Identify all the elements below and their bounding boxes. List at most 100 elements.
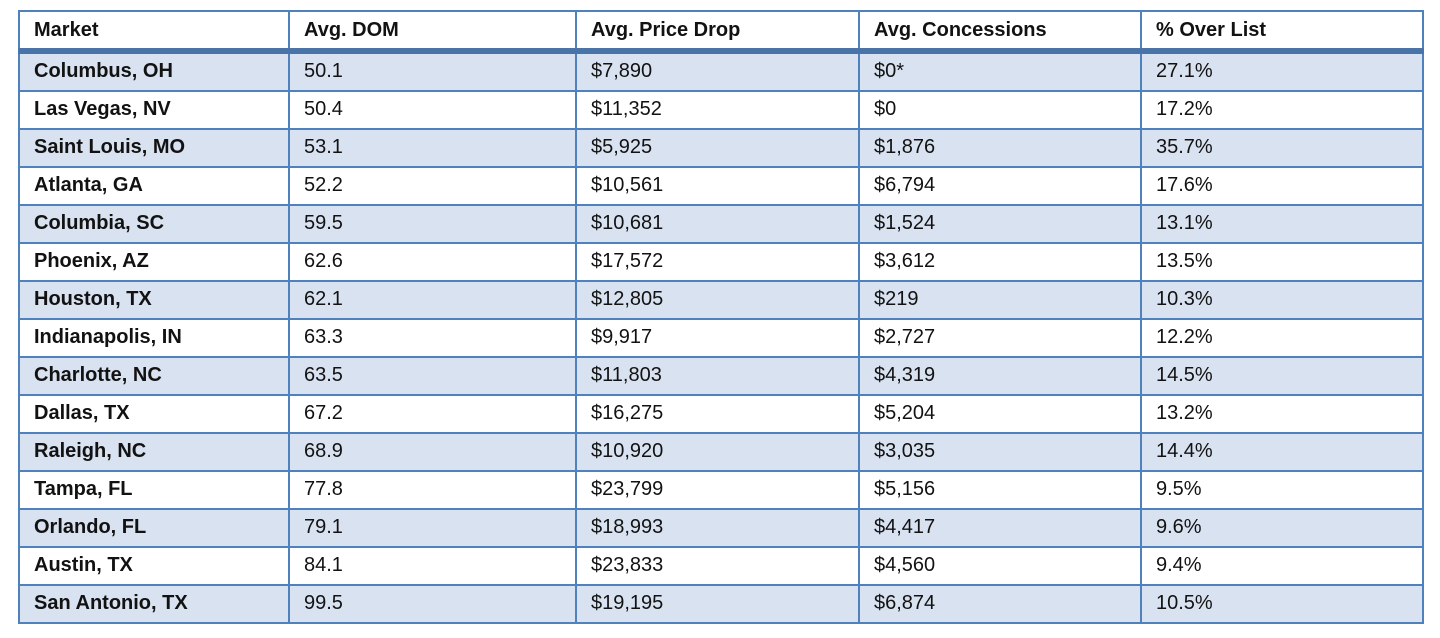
table-row: Phoenix, AZ 62.6 $17,572 $3,612 13.5%: [18, 242, 1424, 282]
cell-avg-price-drop: $19,195: [575, 584, 860, 624]
column-header-market: Market: [18, 10, 290, 54]
cell-pct-over-list: 10.3%: [1140, 280, 1424, 320]
cell-avg-dom: 62.1: [288, 280, 577, 320]
cell-pct-over-list: 27.1%: [1140, 50, 1424, 92]
cell-market-name: Houston, TX: [18, 280, 290, 320]
cell-pct-over-list: 14.5%: [1140, 356, 1424, 396]
column-header-pct-over-list: % Over List: [1140, 10, 1424, 54]
cell-avg-price-drop: $11,352: [575, 90, 860, 130]
cell-avg-dom: 67.2: [288, 394, 577, 434]
cell-market-name: Columbia, SC: [18, 204, 290, 244]
cell-avg-price-drop: $16,275: [575, 394, 860, 434]
cell-avg-concessions: $3,612: [858, 242, 1142, 282]
cell-avg-dom: 50.4: [288, 90, 577, 130]
table-row: Tampa, FL 77.8 $23,799 $5,156 9.5%: [18, 470, 1424, 510]
cell-avg-concessions: $4,417: [858, 508, 1142, 548]
cell-avg-concessions: $1,876: [858, 128, 1142, 168]
table-row: Austin, TX 84.1 $23,833 $4,560 9.4%: [18, 546, 1424, 586]
cell-market-name: Austin, TX: [18, 546, 290, 586]
cell-pct-over-list: 9.6%: [1140, 508, 1424, 548]
table-row: Las Vegas, NV 50.4 $11,352 $0 17.2%: [18, 90, 1424, 130]
cell-avg-price-drop: $10,920: [575, 432, 860, 472]
cell-avg-dom: 53.1: [288, 128, 577, 168]
market-stats-table: Market Avg. DOM Avg. Price Drop Avg. Conces…: [18, 10, 1424, 624]
cell-avg-concessions: $3,035: [858, 432, 1142, 472]
cell-market-name: Columbus, OH: [18, 50, 290, 92]
header-row: Market Avg. DOM Avg. Price Drop Avg. Conces…: [18, 10, 1424, 54]
cell-market-name: Atlanta, GA: [18, 166, 290, 206]
cell-market-name: Saint Louis, MO: [18, 128, 290, 168]
table-row: Saint Louis, MO 53.1 $5,925 $1,876 35.7%: [18, 128, 1424, 168]
cell-avg-dom: 79.1: [288, 508, 577, 548]
table-row: Charlotte, NC 63.5 $11,803 $4,319 14.5%: [18, 356, 1424, 396]
table-row: Orlando, FL 79.1 $18,993 $4,417 9.6%: [18, 508, 1424, 548]
cell-avg-concessions: $4,560: [858, 546, 1142, 586]
cell-avg-price-drop: $17,572: [575, 242, 860, 282]
cell-avg-concessions: $2,727: [858, 318, 1142, 358]
cell-pct-over-list: 14.4%: [1140, 432, 1424, 472]
cell-avg-price-drop: $5,925: [575, 128, 860, 168]
cell-avg-dom: 62.6: [288, 242, 577, 282]
column-header-avg-concessions: Avg. Concessions: [858, 10, 1142, 54]
cell-market-name: Orlando, FL: [18, 508, 290, 548]
cell-pct-over-list: 13.1%: [1140, 204, 1424, 244]
cell-avg-dom: 68.9: [288, 432, 577, 472]
cell-avg-price-drop: $23,799: [575, 470, 860, 510]
table-header: Market Avg. DOM Avg. Price Drop Avg. Conces…: [18, 10, 1424, 54]
cell-pct-over-list: 12.2%: [1140, 318, 1424, 358]
cell-avg-concessions: $6,874: [858, 584, 1142, 624]
cell-avg-concessions: $1,524: [858, 204, 1142, 244]
cell-avg-concessions: $219: [858, 280, 1142, 320]
table-body: Columbus, OH 50.1 $7,890 $0* 27.1% Las Vegas,…: [18, 50, 1424, 624]
cell-avg-concessions: $0: [858, 90, 1142, 130]
column-header-avg-price-drop: Avg. Price Drop: [575, 10, 860, 54]
cell-avg-concessions: $6,794: [858, 166, 1142, 206]
cell-avg-dom: 99.5: [288, 584, 577, 624]
cell-market-name: Dallas, TX: [18, 394, 290, 434]
cell-avg-price-drop: $11,803: [575, 356, 860, 396]
cell-market-name: Indianapolis, IN: [18, 318, 290, 358]
cell-market-name: San Antonio, TX: [18, 584, 290, 624]
cell-pct-over-list: 9.4%: [1140, 546, 1424, 586]
cell-pct-over-list: 13.5%: [1140, 242, 1424, 282]
cell-avg-dom: 50.1: [288, 50, 577, 92]
cell-market-name: Raleigh, NC: [18, 432, 290, 472]
cell-pct-over-list: 35.7%: [1140, 128, 1424, 168]
cell-avg-dom: 63.3: [288, 318, 577, 358]
cell-avg-dom: 52.2: [288, 166, 577, 206]
cell-avg-price-drop: $10,561: [575, 166, 860, 206]
cell-avg-price-drop: $23,833: [575, 546, 860, 586]
cell-avg-price-drop: $9,917: [575, 318, 860, 358]
cell-avg-price-drop: $7,890: [575, 50, 860, 92]
cell-avg-price-drop: $18,993: [575, 508, 860, 548]
cell-avg-concessions: $5,204: [858, 394, 1142, 434]
cell-avg-price-drop: $12,805: [575, 280, 860, 320]
cell-avg-dom: 63.5: [288, 356, 577, 396]
table-row: Dallas, TX 67.2 $16,275 $5,204 13.2%: [18, 394, 1424, 434]
cell-avg-price-drop: $10,681: [575, 204, 860, 244]
table-row: Atlanta, GA 52.2 $10,561 $6,794 17.6%: [18, 166, 1424, 206]
cell-pct-over-list: 17.6%: [1140, 166, 1424, 206]
cell-market-name: Las Vegas, NV: [18, 90, 290, 130]
cell-pct-over-list: 9.5%: [1140, 470, 1424, 510]
cell-avg-dom: 84.1: [288, 546, 577, 586]
cell-pct-over-list: 13.2%: [1140, 394, 1424, 434]
table-row: Columbus, OH 50.1 $7,890 $0* 27.1%: [18, 50, 1424, 92]
cell-avg-concessions: $5,156: [858, 470, 1142, 510]
cell-market-name: Charlotte, NC: [18, 356, 290, 396]
cell-market-name: Phoenix, AZ: [18, 242, 290, 282]
cell-pct-over-list: 17.2%: [1140, 90, 1424, 130]
table-row: Columbia, SC 59.5 $10,681 $1,524 13.1%: [18, 204, 1424, 244]
cell-avg-dom: 59.5: [288, 204, 577, 244]
table-row: Houston, TX 62.1 $12,805 $219 10.3%: [18, 280, 1424, 320]
table-row: Indianapolis, IN 63.3 $9,917 $2,727 12.2%: [18, 318, 1424, 358]
cell-avg-concessions: $0*: [858, 50, 1142, 92]
table-row: Raleigh, NC 68.9 $10,920 $3,035 14.4%: [18, 432, 1424, 472]
table-row: San Antonio, TX 99.5 $19,195 $6,874 10.5%: [18, 584, 1424, 624]
cell-avg-concessions: $4,319: [858, 356, 1142, 396]
cell-market-name: Tampa, FL: [18, 470, 290, 510]
column-header-avg-dom: Avg. DOM: [288, 10, 577, 54]
cell-pct-over-list: 10.5%: [1140, 584, 1424, 624]
cell-avg-dom: 77.8: [288, 470, 577, 510]
